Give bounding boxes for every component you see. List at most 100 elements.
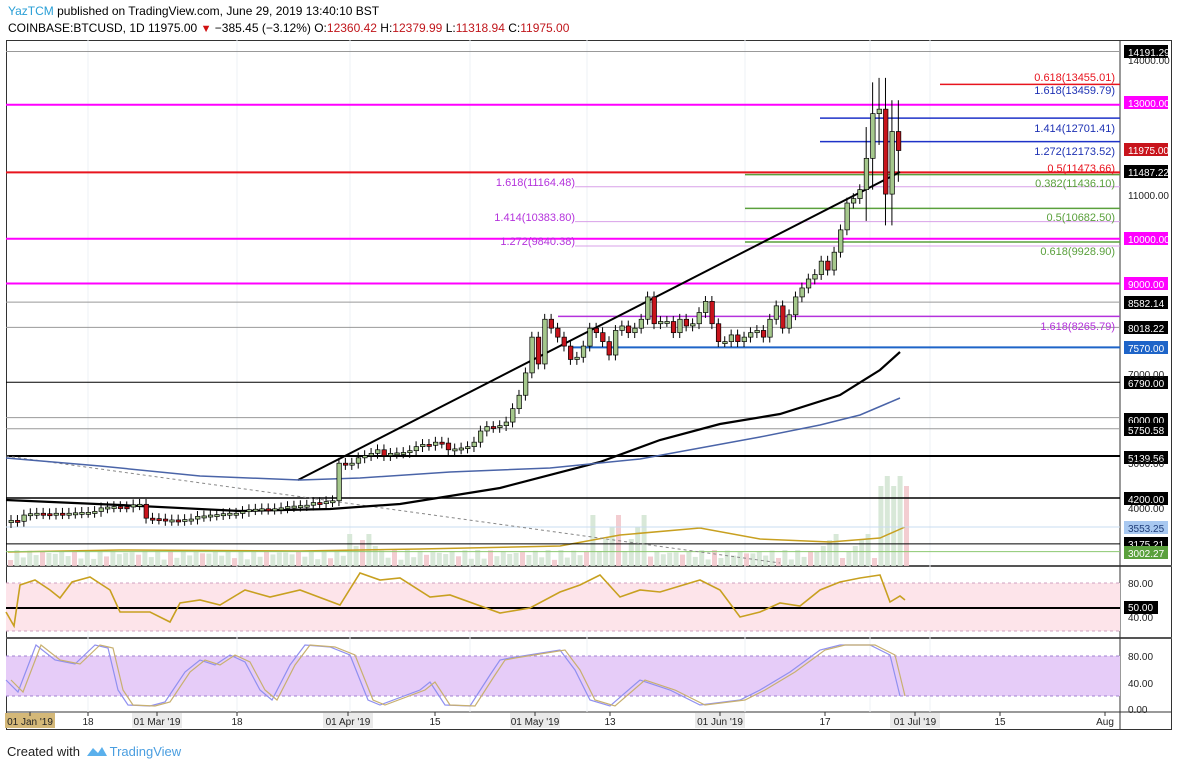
price-axis-value: 11975.00 bbox=[1128, 146, 1169, 157]
candle bbox=[883, 108, 889, 195]
candle bbox=[895, 131, 902, 151]
time-axis-tag bbox=[5, 713, 55, 728]
volume-bar bbox=[84, 550, 90, 566]
tradingview-logo-icon bbox=[86, 744, 108, 761]
volume-bar bbox=[174, 557, 180, 566]
open-value: 12360.42 bbox=[326, 21, 377, 35]
candle bbox=[98, 507, 104, 512]
stoch-d-line bbox=[10, 644, 906, 707]
candle bbox=[670, 321, 677, 334]
price-axis-value: 8018.22 bbox=[1128, 324, 1165, 335]
price-axis-value: 14191.29 bbox=[1128, 48, 1170, 59]
candle bbox=[831, 251, 837, 271]
volume-bar bbox=[187, 555, 193, 566]
author-link[interactable]: YazTCM bbox=[8, 4, 54, 18]
candle bbox=[471, 441, 477, 448]
candle bbox=[490, 426, 497, 429]
candle bbox=[793, 296, 799, 316]
candle bbox=[220, 513, 227, 517]
ma-black-line bbox=[5, 351, 901, 513]
candle bbox=[741, 336, 747, 342]
candle bbox=[600, 332, 606, 342]
fib-annotation: 1.272(12173.52) bbox=[1034, 146, 1115, 158]
volume-bar bbox=[571, 550, 577, 566]
price-axis-value: 6000.00 bbox=[1128, 416, 1165, 427]
volume-bar bbox=[596, 551, 602, 566]
chart-frame[interactable] bbox=[6, 40, 1172, 730]
volume-bar bbox=[705, 559, 711, 566]
volume-bar bbox=[558, 550, 564, 566]
candle bbox=[535, 336, 542, 365]
candle bbox=[323, 501, 329, 504]
candle bbox=[259, 508, 265, 512]
candle bbox=[703, 301, 709, 313]
volume-bar bbox=[449, 551, 455, 566]
volume-bar bbox=[116, 554, 122, 566]
volume-bar bbox=[193, 551, 199, 566]
price-axis-tick: 5000.00 bbox=[1128, 459, 1165, 470]
volume-bar bbox=[456, 556, 461, 566]
candle bbox=[355, 457, 362, 464]
low-value: 11318.94 bbox=[455, 21, 505, 35]
volume-bar bbox=[680, 554, 685, 566]
volume-bar bbox=[660, 554, 666, 566]
candle bbox=[548, 318, 554, 329]
candle bbox=[619, 325, 625, 331]
volume-bar bbox=[33, 555, 39, 566]
candle bbox=[130, 504, 137, 508]
volume-bar bbox=[276, 552, 282, 566]
price-chart[interactable]: 0.618(13455.01)1.618(13459.79) 1.414(1270… bbox=[0, 0, 1180, 740]
price-change: −385.45 (−3.12%) bbox=[214, 21, 311, 35]
candle bbox=[433, 441, 439, 446]
volume-bar bbox=[872, 558, 877, 566]
volume-bar bbox=[878, 486, 884, 566]
volume-bar bbox=[379, 550, 385, 566]
volume-bar bbox=[296, 551, 301, 566]
volume-bar bbox=[404, 550, 410, 566]
candle bbox=[420, 444, 426, 448]
time-axis-tag bbox=[510, 713, 560, 728]
candle bbox=[15, 520, 21, 523]
candle bbox=[137, 503, 143, 507]
price-axis-value: 11487.22 bbox=[1128, 168, 1169, 179]
candle bbox=[613, 330, 619, 356]
tradingview-link[interactable]: TradingView bbox=[109, 744, 182, 759]
volume-bar bbox=[744, 553, 749, 566]
volume-bar bbox=[315, 559, 321, 566]
fib-annotation: 0.618(9928.90) bbox=[1040, 246, 1115, 258]
volume-bar bbox=[46, 553, 52, 566]
indicator-axis-tick: 80.00 bbox=[1128, 579, 1153, 590]
candle bbox=[754, 330, 760, 334]
volume-bar bbox=[20, 557, 26, 566]
candle bbox=[182, 519, 188, 522]
volume-bar bbox=[251, 550, 257, 566]
candle bbox=[825, 260, 831, 271]
time-axis-label: 01 Jan '19 bbox=[7, 717, 53, 728]
volume-bar bbox=[385, 557, 391, 566]
time-axis-label: 15 bbox=[429, 717, 441, 728]
volume-bar bbox=[97, 550, 103, 566]
candle bbox=[47, 513, 53, 517]
candle bbox=[72, 512, 79, 516]
volume-bar bbox=[699, 550, 705, 566]
candle bbox=[362, 455, 368, 459]
time-axis-label: Aug bbox=[1096, 717, 1114, 728]
volume-bar bbox=[564, 557, 570, 566]
candle bbox=[272, 508, 278, 512]
volume-bar bbox=[635, 527, 641, 566]
candle bbox=[568, 345, 574, 360]
volume-bar bbox=[552, 559, 557, 566]
high-label: H: bbox=[380, 21, 393, 35]
volume-bar bbox=[673, 552, 679, 566]
volume-bar bbox=[788, 559, 794, 566]
volume-bar bbox=[328, 558, 333, 566]
time-axis-label: 01 Mar '19 bbox=[134, 717, 181, 728]
volume-bar bbox=[110, 551, 116, 566]
candle bbox=[503, 421, 509, 426]
fib-annotation: 1.618(11164.48) bbox=[496, 177, 575, 189]
candle bbox=[445, 442, 452, 451]
volume-bar bbox=[776, 557, 781, 566]
volume-bar bbox=[526, 554, 532, 566]
candle bbox=[240, 511, 246, 514]
candle bbox=[227, 512, 233, 516]
